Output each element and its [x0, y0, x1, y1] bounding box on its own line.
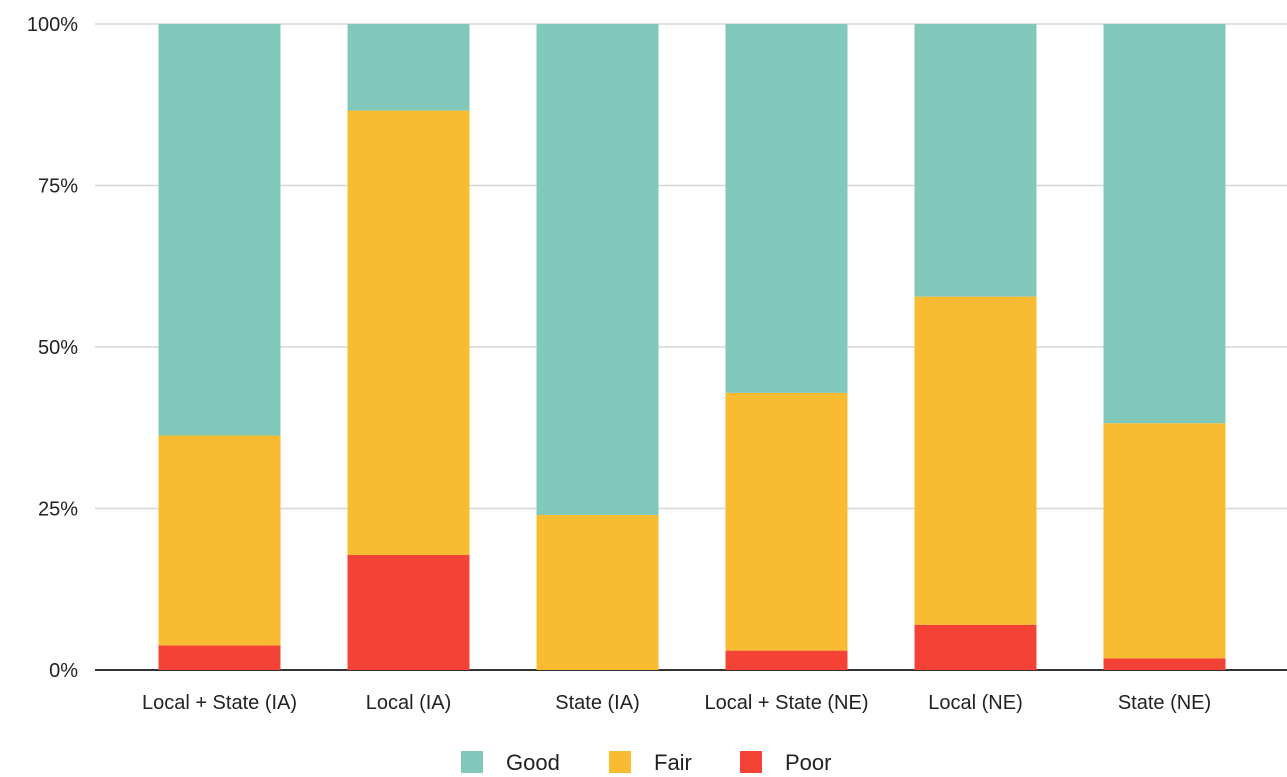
legend-swatch-fair: [609, 751, 631, 773]
y-axis: 0% 25% 50% 75% 100%: [27, 14, 78, 682]
bar-poor: [1103, 658, 1226, 670]
bar-good: [158, 24, 281, 436]
bars: [158, 24, 1226, 670]
bar-good: [725, 24, 848, 393]
legend-swatch-poor: [740, 751, 762, 773]
bar-fair: [347, 110, 470, 556]
x-axis: Local + State (IA) Local (IA) State (IA) Lo…: [142, 692, 1211, 714]
x-tick-label: Local (NE): [928, 692, 1022, 714]
x-tick-label: Local + State (NE): [705, 692, 869, 714]
legend-label-good: Good: [506, 750, 560, 775]
bar-poor: [725, 650, 848, 670]
bar-good: [536, 24, 659, 515]
legend: Good Fair Poor: [461, 750, 831, 775]
legend-label-fair: Fair: [654, 750, 692, 775]
bar-fair: [725, 392, 848, 651]
legend-label-poor: Poor: [785, 750, 831, 775]
y-tick-label: 25%: [38, 499, 78, 521]
bar-good: [1103, 24, 1226, 424]
legend-swatch-good: [461, 751, 483, 773]
y-tick-label: 0%: [49, 660, 78, 682]
x-tick-label: Local + State (IA): [142, 692, 297, 714]
bar-poor: [158, 645, 281, 670]
y-tick-label: 100%: [27, 14, 78, 36]
gridlines: [95, 23, 1287, 671]
bar-poor: [914, 624, 1037, 670]
x-tick-label: Local (IA): [366, 692, 452, 714]
bar-fair: [914, 296, 1037, 625]
bar-good: [347, 24, 470, 111]
bar-fair: [536, 514, 659, 670]
bar-fair: [158, 435, 281, 646]
x-tick-label: State (NE): [1118, 692, 1211, 714]
y-tick-label: 75%: [38, 176, 78, 198]
bar-good: [914, 24, 1037, 297]
y-tick-label: 50%: [38, 337, 78, 359]
x-tick-label: State (IA): [555, 692, 639, 714]
bar-fair: [1103, 423, 1226, 659]
bar-poor: [347, 555, 470, 670]
